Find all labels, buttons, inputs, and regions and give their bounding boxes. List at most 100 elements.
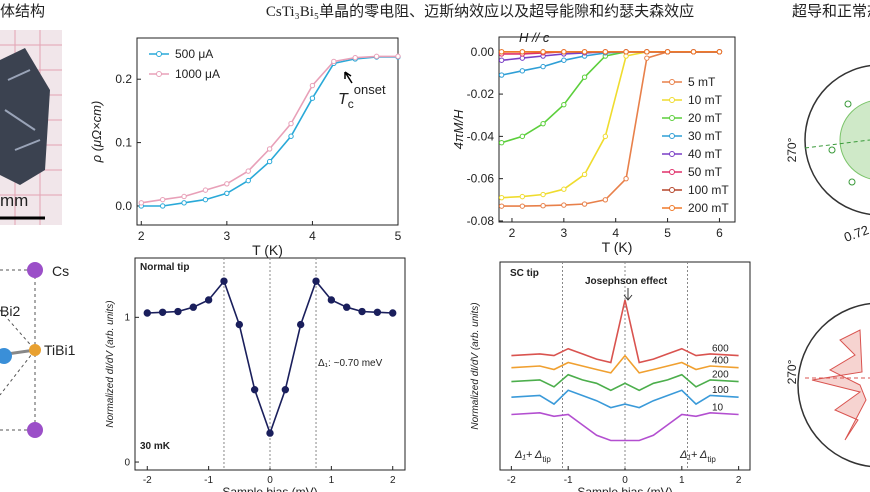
x-axis-label: T (K) <box>252 242 283 258</box>
data-point <box>498 49 505 55</box>
curve-label: 400 <box>712 356 729 367</box>
polar-plots: 270° 0.72 270° <box>785 64 870 468</box>
data-point <box>174 307 182 316</box>
data-point <box>602 49 609 55</box>
data-point <box>296 320 305 329</box>
data-point <box>540 63 546 70</box>
polar-label: 0.72 <box>842 222 870 245</box>
data-point <box>498 194 505 201</box>
y-tick-label: -0.06 <box>467 172 495 186</box>
data-point <box>181 193 187 200</box>
data-point <box>540 49 546 55</box>
x-tick-label: 4 <box>612 226 619 240</box>
atom-label: Bi2 <box>0 303 20 319</box>
data-point <box>220 277 228 285</box>
data-point <box>561 57 567 63</box>
x-tick-label: 4 <box>309 229 316 243</box>
annotation-text: Δ₁+ Δ <box>514 449 542 461</box>
data-point <box>498 57 505 63</box>
data-point <box>309 95 316 101</box>
x-tick-label: -2 <box>143 475 152 486</box>
polar-label: 270° <box>785 359 799 384</box>
y-tick-label: 0.00 <box>471 45 495 59</box>
curve-label: 100 <box>712 385 729 396</box>
data-point <box>690 49 697 55</box>
data-point <box>266 146 273 152</box>
curve-label: 600 <box>712 344 729 355</box>
legend-marker <box>669 115 675 121</box>
data-point <box>644 55 650 61</box>
y-tick-label: 0.1 <box>115 136 132 150</box>
legend-marker <box>156 71 162 77</box>
scale-label: mm <box>0 191 28 210</box>
y-axis-label: Normalized dI/dV (arb. units) <box>470 302 481 429</box>
y-axis-label: Normalized dI/dV (arb. units) <box>105 300 116 427</box>
y-tick-label: 0.2 <box>115 72 132 86</box>
data-point <box>519 133 526 140</box>
data-point <box>540 191 546 198</box>
data-point <box>581 171 588 178</box>
annotation-arrow <box>623 288 633 301</box>
polar-label: 270° <box>785 137 799 162</box>
annotation-text: Normal tip <box>140 262 189 273</box>
data-point <box>561 202 567 208</box>
x-tick-label: 1 <box>329 475 335 486</box>
x-tick-label: 3 <box>560 226 567 240</box>
annotation: Normal tip <box>140 262 189 273</box>
data-point <box>623 49 629 55</box>
x-tick-label: 2 <box>138 229 145 243</box>
data-point <box>331 58 337 65</box>
header-left: 体结构 <box>0 3 45 20</box>
data-point <box>224 190 230 197</box>
data-point <box>202 187 209 193</box>
series-line <box>501 51 720 144</box>
series-line <box>511 299 739 364</box>
legend-label: 30 mT <box>688 129 723 143</box>
x-tick-label: -1 <box>204 475 213 486</box>
data-point <box>288 120 294 127</box>
data-point <box>498 140 505 146</box>
data-point <box>159 203 166 209</box>
data-point <box>373 308 382 316</box>
data-point <box>250 385 259 394</box>
data-point <box>266 429 274 437</box>
series-line <box>511 411 739 442</box>
legend-label: 5 mT <box>688 75 716 89</box>
data-point <box>561 49 567 55</box>
annotation: Δ₁+ Δtip <box>514 449 551 464</box>
data-point <box>245 168 251 174</box>
data-point <box>138 200 144 206</box>
x-tick-label: 2 <box>509 226 516 240</box>
legend-label: 1000 μA <box>175 67 220 81</box>
x-tick-label: 2 <box>736 475 742 486</box>
data-point <box>581 49 588 55</box>
data-point <box>540 203 546 209</box>
x-axis-label: Sample bias (mV) <box>577 485 672 492</box>
data-point <box>602 133 609 140</box>
data-point <box>159 196 166 203</box>
chart-panel: -2 -1 0 1 2 0 1 Sample bias (mV) Normalized dI/d… <box>105 257 406 492</box>
header-right: 超导和正常态 <box>792 3 870 20</box>
data-point <box>327 296 336 304</box>
legend-label: 500 μA <box>175 47 213 61</box>
annotation-sub: c <box>348 97 354 111</box>
annotation-text: 30 mK <box>140 441 171 452</box>
data-point <box>143 309 151 317</box>
y-tick-label: 1 <box>124 313 130 324</box>
annotation: Tconset <box>338 82 386 111</box>
data-point <box>281 385 290 394</box>
data-point <box>204 296 213 304</box>
x-tick-label: 5 <box>664 226 671 240</box>
y-tick-label: 0.0 <box>115 199 132 213</box>
annotation: SC tip <box>510 268 539 279</box>
annotation: 30 mK <box>140 441 171 452</box>
x-axis-label: Sample bias (mV) <box>222 485 317 492</box>
y-axis-label: ρ (μΩ×cm) <box>89 101 104 164</box>
legend-marker <box>669 151 675 157</box>
x-tick-label: 2 <box>390 475 396 486</box>
data-point <box>519 68 526 74</box>
plot-frame <box>498 36 736 223</box>
annotation: Δ₁+ Δtip <box>679 449 716 464</box>
data-point <box>581 201 588 207</box>
data-point <box>602 197 609 203</box>
